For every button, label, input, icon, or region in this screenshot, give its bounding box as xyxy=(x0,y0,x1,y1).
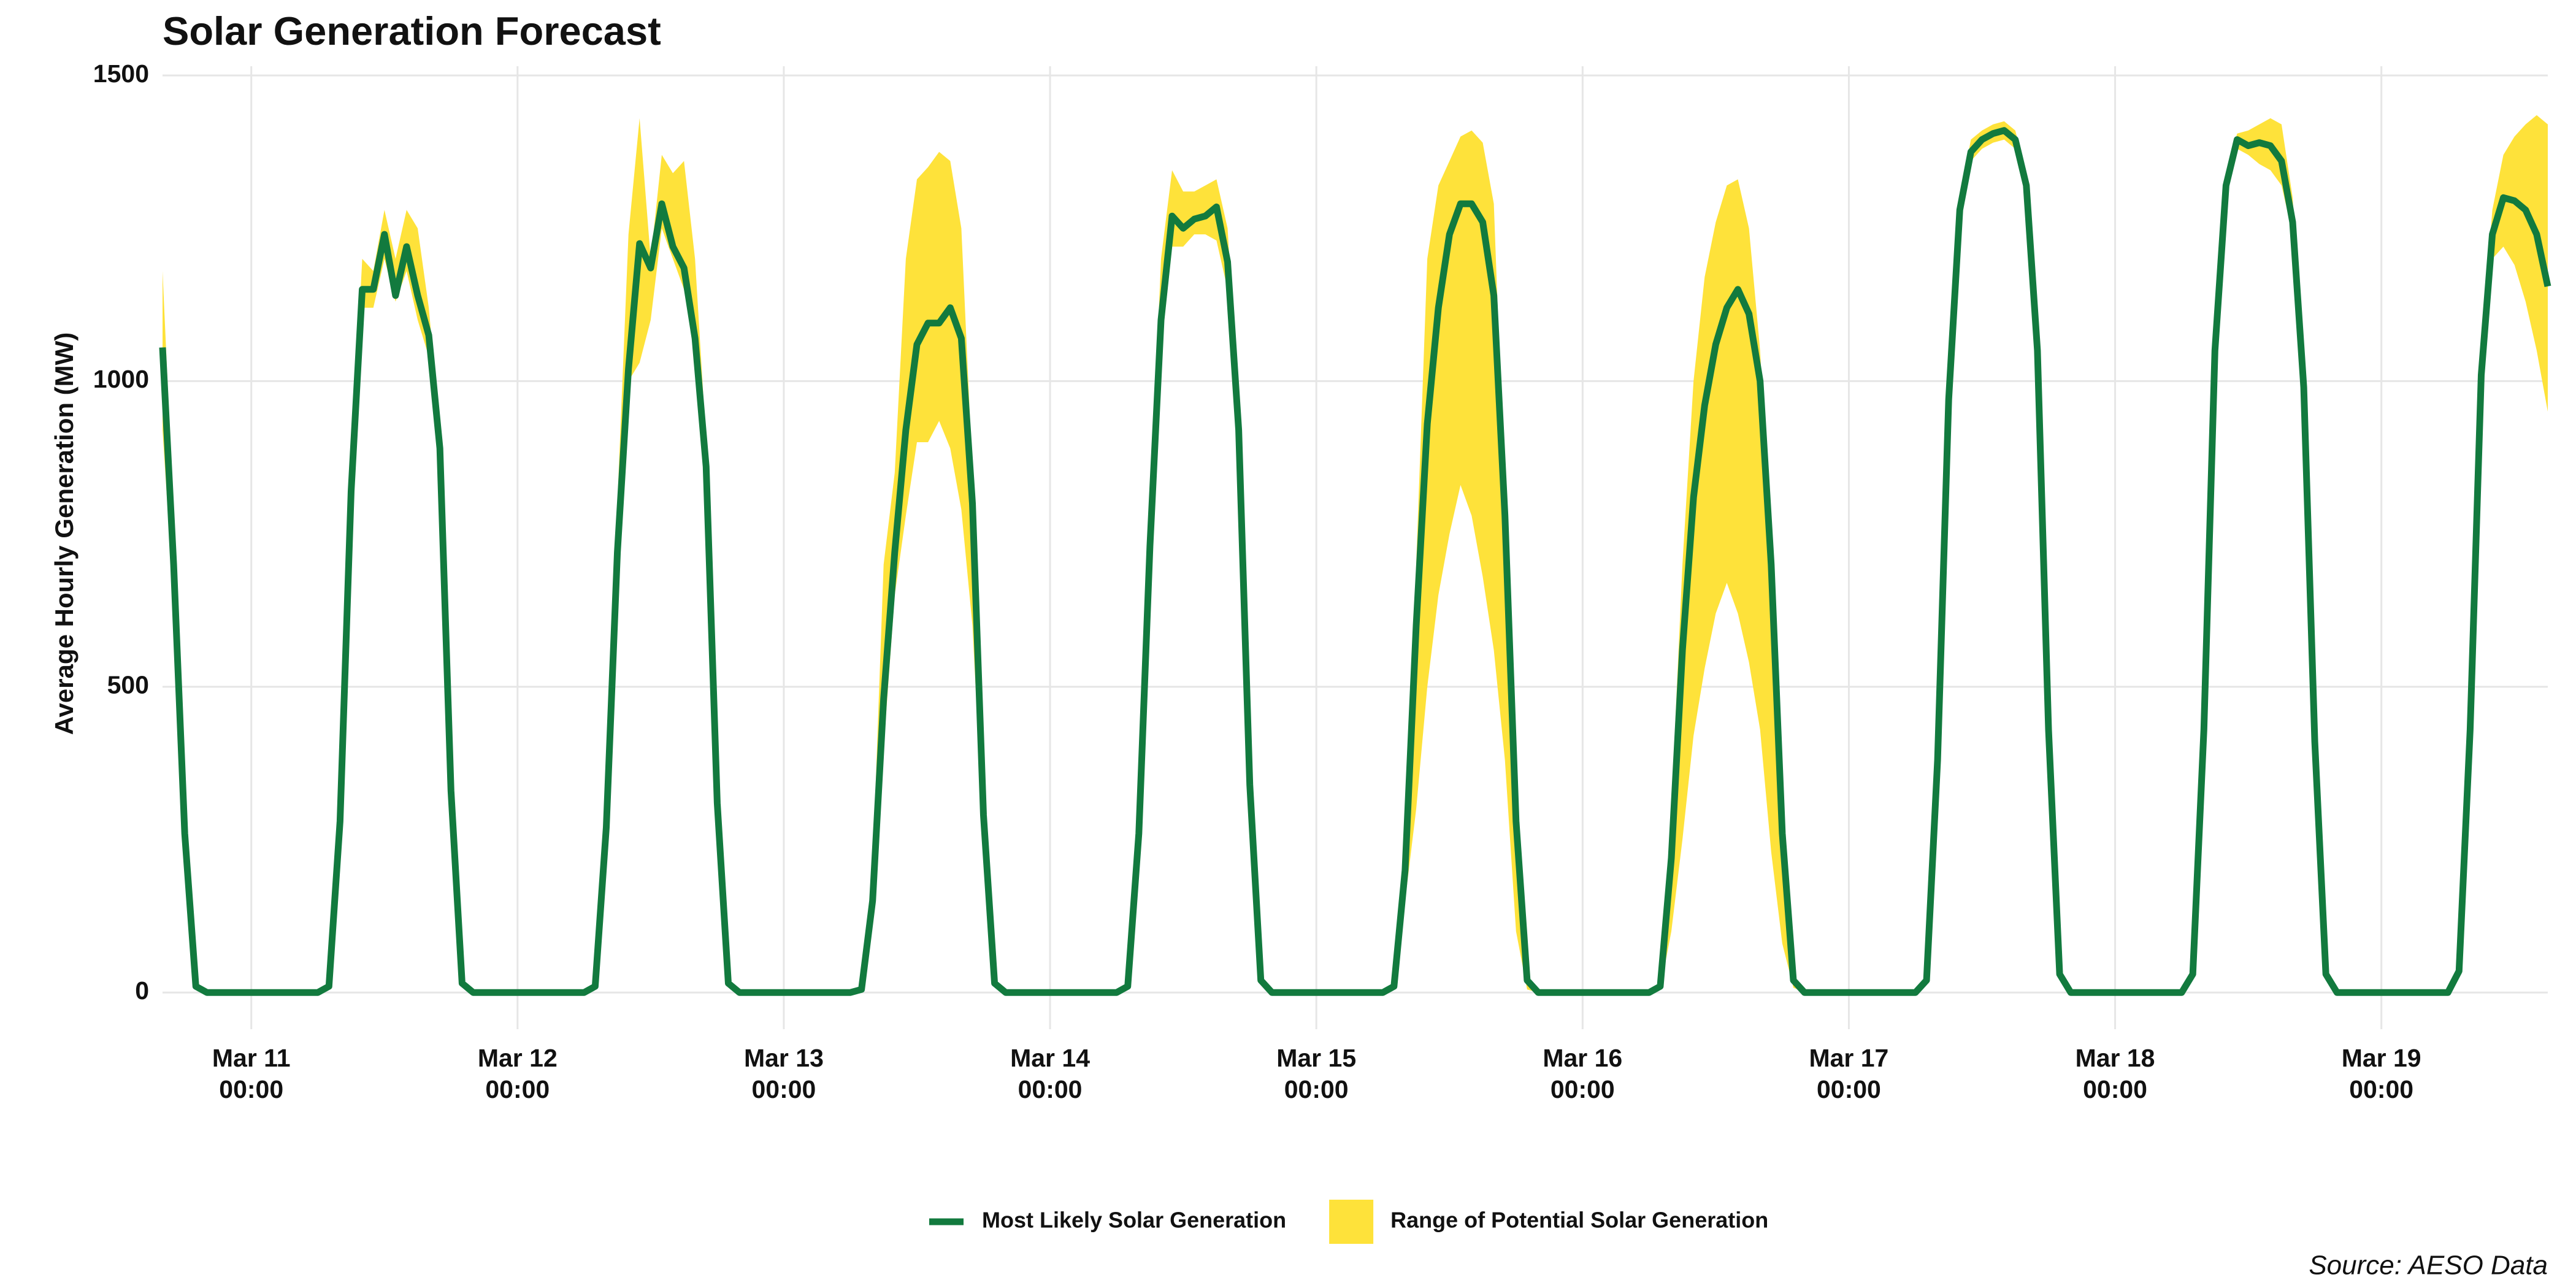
range-band xyxy=(163,115,2548,993)
x-tick-label: Mar 18 00:00 xyxy=(2075,1044,2155,1103)
legend-label: Range of Potential Solar Generation xyxy=(1390,1208,1768,1233)
legend-swatch xyxy=(1329,1200,1374,1244)
x-tick-label: Mar 13 00:00 xyxy=(743,1044,824,1103)
x-tick-label: Mar 17 00:00 xyxy=(1809,1044,1889,1103)
chart-title: Solar Generation Forecast xyxy=(163,9,661,53)
legend-label: Most Likely Solar Generation xyxy=(982,1208,1286,1233)
y-tick-label: 500 xyxy=(107,671,149,699)
y-axis-title: Average Hourly Generation (MW) xyxy=(50,332,79,735)
x-tick-label: Mar 19 00:00 xyxy=(2341,1044,2421,1103)
x-tick-label: Mar 14 00:00 xyxy=(1010,1044,1091,1103)
forecast-line xyxy=(159,127,2551,996)
y-tick-label: 1500 xyxy=(93,59,149,88)
x-tick-label: Mar 12 00:00 xyxy=(477,1044,558,1103)
y-tick-label: 1000 xyxy=(93,365,149,393)
source-note: Source: AESO Data xyxy=(2309,1251,2548,1281)
y-tick-label: 0 xyxy=(135,976,149,1005)
x-tick-label: Mar 15 00:00 xyxy=(1276,1044,1357,1103)
x-tick-label: Mar 16 00:00 xyxy=(1543,1044,1623,1103)
x-tick-label: Mar 11 00:00 xyxy=(212,1044,291,1103)
